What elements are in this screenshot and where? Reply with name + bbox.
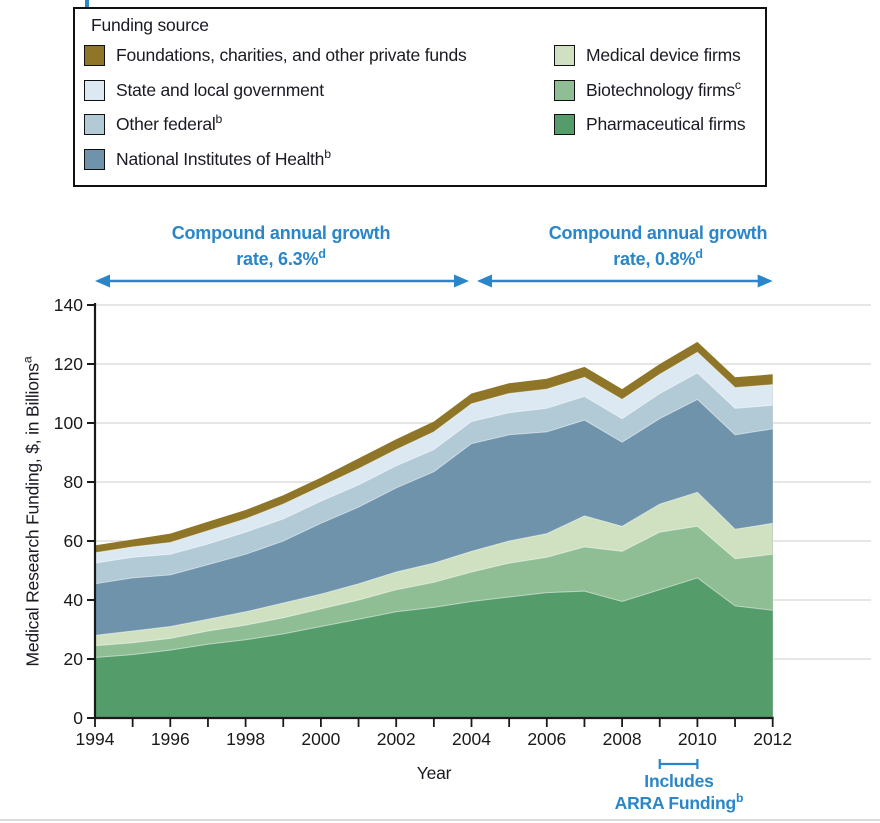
y-axis-title-sup: a <box>20 356 35 364</box>
cagr-arrow-right-left-arrowhead-icon <box>477 274 492 288</box>
x-tick-label-1994: 1994 <box>76 729 115 749</box>
x-tick-label-2010: 2010 <box>678 729 717 749</box>
cagr-left-sup: d <box>318 247 326 261</box>
x-tick-label-2000: 2000 <box>301 729 340 749</box>
legend-box: Funding source Foundations, charities, a… <box>73 7 767 187</box>
x-tick-label-1996: 1996 <box>151 729 190 749</box>
legend-title: Funding source <box>91 15 209 35</box>
y-axis-title: Medical Research Funding, $, in Billions… <box>20 356 43 667</box>
cagr-arrow-left-left-arrowhead-icon <box>95 274 110 288</box>
y-tick-label-0: 0 <box>73 708 83 728</box>
band-boundary <box>94 577 773 658</box>
y-tick-label-60: 60 <box>64 531 84 551</box>
cagr-arrow-right-right-arrowhead-icon <box>757 274 773 288</box>
cagr-arrow-left-right-arrowhead-icon <box>454 274 469 288</box>
legend-label: Biotechnology firmsc <box>586 77 741 100</box>
legend-item: Medical device firms <box>554 44 741 66</box>
cagr-left-line2: rate, 6.3%d <box>236 247 326 269</box>
legend-label: Other federalb <box>116 112 223 134</box>
legend-swatch <box>554 44 575 66</box>
legend-swatch <box>84 79 105 101</box>
x-tick-label-1998: 1998 <box>226 729 265 749</box>
screenshot-artifact-mark <box>85 0 89 8</box>
arra-line2: ARRA Fundingb <box>614 791 744 813</box>
cagr-right-line1: Compound annual growth <box>548 223 768 243</box>
arra-line1: Includes <box>644 771 714 791</box>
legend-swatch <box>84 44 105 66</box>
legend-label-sup: c <box>734 77 741 92</box>
legend-item: Pharmaceutical firms <box>554 114 746 136</box>
legend-swatch <box>554 79 575 101</box>
x-tick-label-2012: 2012 <box>753 729 792 749</box>
x-tick-label-2006: 2006 <box>527 729 566 749</box>
legend-swatch <box>554 114 575 135</box>
x-axis-title: Year <box>416 763 452 783</box>
legend-label: State and local government <box>116 79 324 100</box>
y-tick-label-120: 120 <box>54 354 83 374</box>
band-boundary <box>94 372 773 564</box>
legend-swatch <box>84 114 105 135</box>
legend-item: State and local government <box>84 79 324 101</box>
y-tick-label-140: 140 <box>54 295 83 315</box>
band-boundary <box>94 351 773 554</box>
arra-sup: b <box>736 791 744 806</box>
legend-label: Foundations, charities, and other privat… <box>116 44 467 65</box>
legend-label: Medical device firms <box>586 44 741 65</box>
y-tick-label-20: 20 <box>64 649 84 669</box>
cagr-annotation-right: Compound annual growth rate, 0.8%d <box>478 220 838 272</box>
cagr-right-sup: d <box>695 247 703 261</box>
area-pharmaceutical-firms <box>95 577 773 718</box>
band-boundary <box>94 398 773 585</box>
x-tick-label-2008: 2008 <box>603 729 642 749</box>
y-tick-label-100: 100 <box>54 413 83 433</box>
y-tick-label-40: 40 <box>64 590 84 610</box>
y-tick-label-80: 80 <box>64 472 84 492</box>
cagr-annotation-left: Compound annual growth rate, 6.3%d <box>101 220 461 272</box>
legend-label: National Institutes of Healthb <box>116 146 331 169</box>
page-bottom-edge <box>0 819 880 821</box>
x-tick-label-2002: 2002 <box>377 729 416 749</box>
legend-label: Pharmaceutical firms <box>586 114 746 134</box>
arra-annotation: Includes ARRA Fundingb <box>569 770 789 814</box>
legend-label-sup: b <box>215 112 223 127</box>
legend-label-sup: b <box>324 146 331 161</box>
x-tick-label-2004: 2004 <box>452 729 491 749</box>
cagr-left-line1: Compound annual growth <box>171 223 391 243</box>
cagr-right-line2: rate, 0.8%d <box>613 247 703 269</box>
legend-item: Foundations, charities, and other privat… <box>84 44 467 66</box>
legend-item: National Institutes of Healthb <box>84 148 331 170</box>
legend-item: Other federalb <box>84 112 223 136</box>
band-boundary <box>94 491 773 636</box>
legend-item: Biotechnology firmsc <box>554 79 741 101</box>
band-boundary <box>94 525 773 647</box>
legend-swatch <box>84 148 105 170</box>
